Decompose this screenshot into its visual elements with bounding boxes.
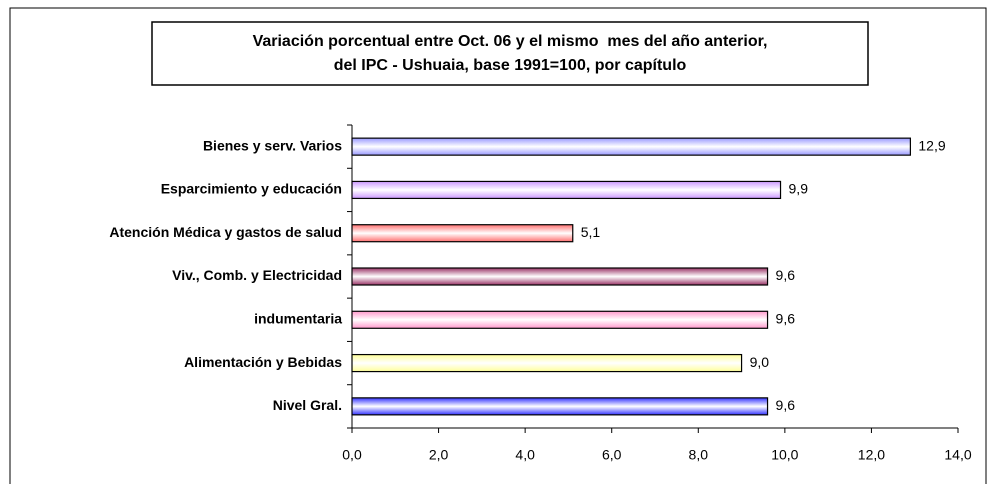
category-label: Bienes y serv. Varios [203, 137, 342, 153]
title-box [151, 21, 869, 86]
category-label: Alimentación y Bebidas [184, 354, 342, 370]
x-tick-label: 14,0 [944, 447, 971, 463]
x-tick-label: 10,0 [771, 447, 798, 463]
bar [351, 310, 769, 329]
x-tick-label: 12,0 [858, 447, 885, 463]
category-label: Esparcimiento y educación [161, 181, 342, 197]
value-label: 5,1 [581, 224, 601, 240]
x-tick-label: 8,0 [689, 447, 709, 463]
bar [351, 224, 574, 243]
x-tick-label: 6,0 [602, 447, 622, 463]
category-label: Nivel Gral. [273, 397, 342, 413]
value-label: 9,0 [750, 354, 770, 370]
category-label: Viv., Comb. y Electricidad [172, 267, 342, 283]
chart-title: del IPC - Ushuaia, base 1991=100, por ca… [334, 57, 687, 74]
bar [351, 267, 769, 286]
x-tick-label: 0,0 [342, 447, 362, 463]
value-label: 12,9 [918, 137, 945, 153]
value-label: 9,6 [776, 397, 796, 413]
bar [351, 137, 911, 156]
bar [351, 397, 769, 416]
x-tick-label: 4,0 [515, 447, 535, 463]
value-label: 9,6 [776, 267, 796, 283]
bar [351, 180, 782, 200]
category-label: Atención Médica y gastos de salud [109, 224, 342, 240]
value-label: 9,9 [789, 181, 809, 197]
x-tick-label: 2,0 [429, 447, 449, 463]
chart-title: Variación porcentual entre Oct. 06 y el … [253, 33, 768, 50]
value-label: 9,6 [776, 310, 796, 326]
bar [351, 353, 743, 373]
category-label: indumentaria [254, 310, 342, 326]
